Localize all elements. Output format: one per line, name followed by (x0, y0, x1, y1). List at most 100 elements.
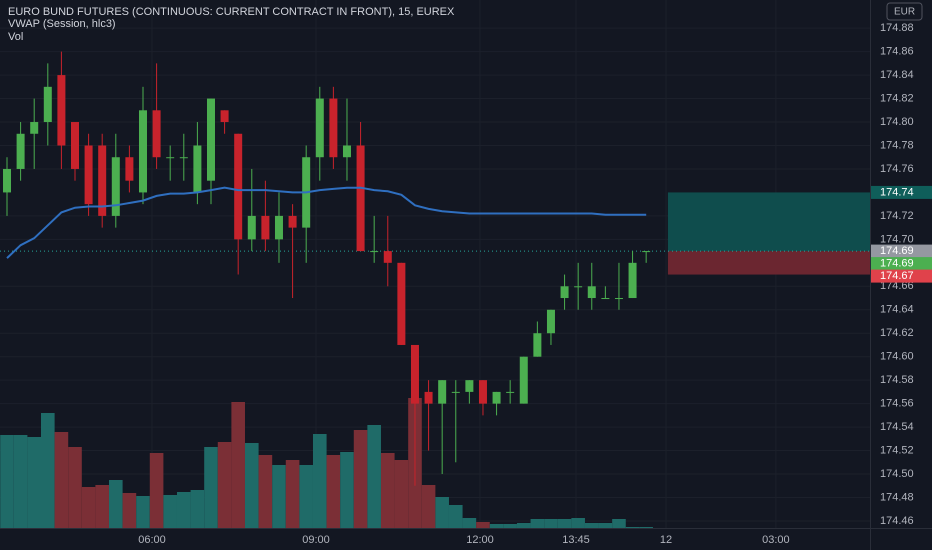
candle-body (125, 157, 134, 181)
y-tick-label: 174.50 (880, 468, 914, 480)
candle-body (111, 157, 120, 216)
currency-label[interactable]: EUR (894, 7, 915, 18)
candle-body (138, 110, 147, 193)
position-profit (667, 192, 870, 252)
price-tag (871, 185, 932, 199)
plot (0, 51, 870, 528)
volume-bar (326, 455, 341, 528)
candle-body (98, 145, 107, 216)
volume-bar (13, 435, 28, 528)
volume-bar (27, 437, 42, 528)
volume-bar (54, 432, 69, 528)
candle-body (329, 98, 338, 158)
candle-body (247, 215, 256, 240)
candle-body (465, 380, 474, 392)
volume-bar (476, 522, 490, 528)
volume-bar (516, 523, 531, 528)
y-tick-label: 174.56 (880, 398, 914, 410)
candle-body (30, 122, 39, 134)
x-tick-label: 06:00 (138, 534, 166, 546)
y-tick-label: 174.84 (880, 69, 914, 81)
candle-body (43, 86, 52, 123)
volume-bar (204, 447, 218, 528)
volume-bar (557, 519, 572, 528)
volume-bar (380, 453, 395, 528)
volume-bar (68, 447, 82, 528)
y-tick-label: 174.58 (880, 374, 914, 386)
candle-body (438, 380, 447, 404)
price-tag (871, 244, 932, 258)
y-tick-label: 174.62 (880, 327, 914, 339)
y-tick-label: 174.86 (880, 46, 914, 58)
volume-bar (231, 402, 245, 528)
candle-body (288, 215, 297, 228)
volume-bar (544, 519, 558, 528)
volume-bar (258, 455, 273, 528)
volume-bar (285, 460, 300, 528)
candle-body (397, 262, 406, 345)
position-loss (667, 251, 870, 275)
volume-bar (598, 523, 613, 528)
indicator-label: VWAP (Session, hlc3) (8, 18, 116, 30)
y-tick-label: 174.52 (880, 444, 914, 456)
y-tick-label: 174.72 (880, 210, 914, 222)
y-tick-label: 174.82 (880, 92, 914, 104)
y-tick-label: 174.80 (880, 116, 914, 128)
volume-bar (584, 523, 599, 528)
candle-body (274, 215, 283, 240)
volume-bar (163, 495, 177, 528)
candle-body (84, 145, 93, 205)
candle-body (383, 251, 392, 263)
currency-button[interactable] (886, 2, 923, 21)
x-tick-label: 09:00 (302, 534, 330, 546)
candle-body (492, 391, 501, 404)
indicator-label: Vol (8, 31, 23, 43)
candle-body (16, 133, 25, 169)
candle-body (533, 333, 542, 357)
price-tag-label: 174.69 (880, 245, 914, 257)
candle-body (234, 133, 243, 240)
candle-body (574, 286, 583, 288)
volume-bar (217, 442, 232, 528)
y-tick-label: 174.88 (880, 22, 914, 34)
volume-bar (108, 480, 123, 528)
y-tick-label: 174.48 (880, 491, 914, 503)
volume-bar (435, 497, 449, 528)
volume-bar (639, 527, 653, 528)
candle-body (546, 309, 555, 334)
candle-body (220, 110, 229, 123)
y-tick-label: 174.70 (880, 233, 914, 245)
axes: 174.88 174.86 174.84 174.82 174.80 174.78 174.… (138, 22, 932, 546)
candle-body (478, 380, 487, 404)
chart-title: EURO BUND FUTURES (CONTINUOUS: CURRENT C… (8, 6, 455, 18)
price-tag (871, 269, 932, 283)
candle-body (506, 391, 515, 393)
candle-body (193, 145, 202, 193)
candle-body (587, 286, 596, 299)
candle-body (261, 215, 270, 240)
volume-bar (340, 452, 354, 528)
volume-bar (312, 434, 327, 528)
candle-body (410, 344, 419, 404)
candle-body (342, 145, 351, 158)
x-tick-label: 12 (660, 534, 672, 546)
volume-bar (462, 518, 477, 528)
candle-body (57, 75, 66, 146)
candle-body (560, 286, 569, 299)
volume-bar (190, 490, 205, 528)
volume-bar (571, 518, 585, 528)
volume-bar (122, 493, 137, 528)
candle-body (166, 157, 175, 159)
volume-bar (421, 485, 436, 528)
candle-body (424, 391, 433, 404)
price-tag (871, 257, 932, 271)
volume-bar (41, 413, 55, 528)
y-tick-label: 174.66 (880, 280, 914, 292)
price-tag-label: 174.69 (880, 257, 914, 269)
price-tag-label: 174.67 (880, 270, 914, 282)
volume-bar (0, 435, 14, 528)
volume-bar (95, 485, 109, 528)
volume-bar (353, 430, 368, 528)
volume-bar (149, 453, 164, 528)
